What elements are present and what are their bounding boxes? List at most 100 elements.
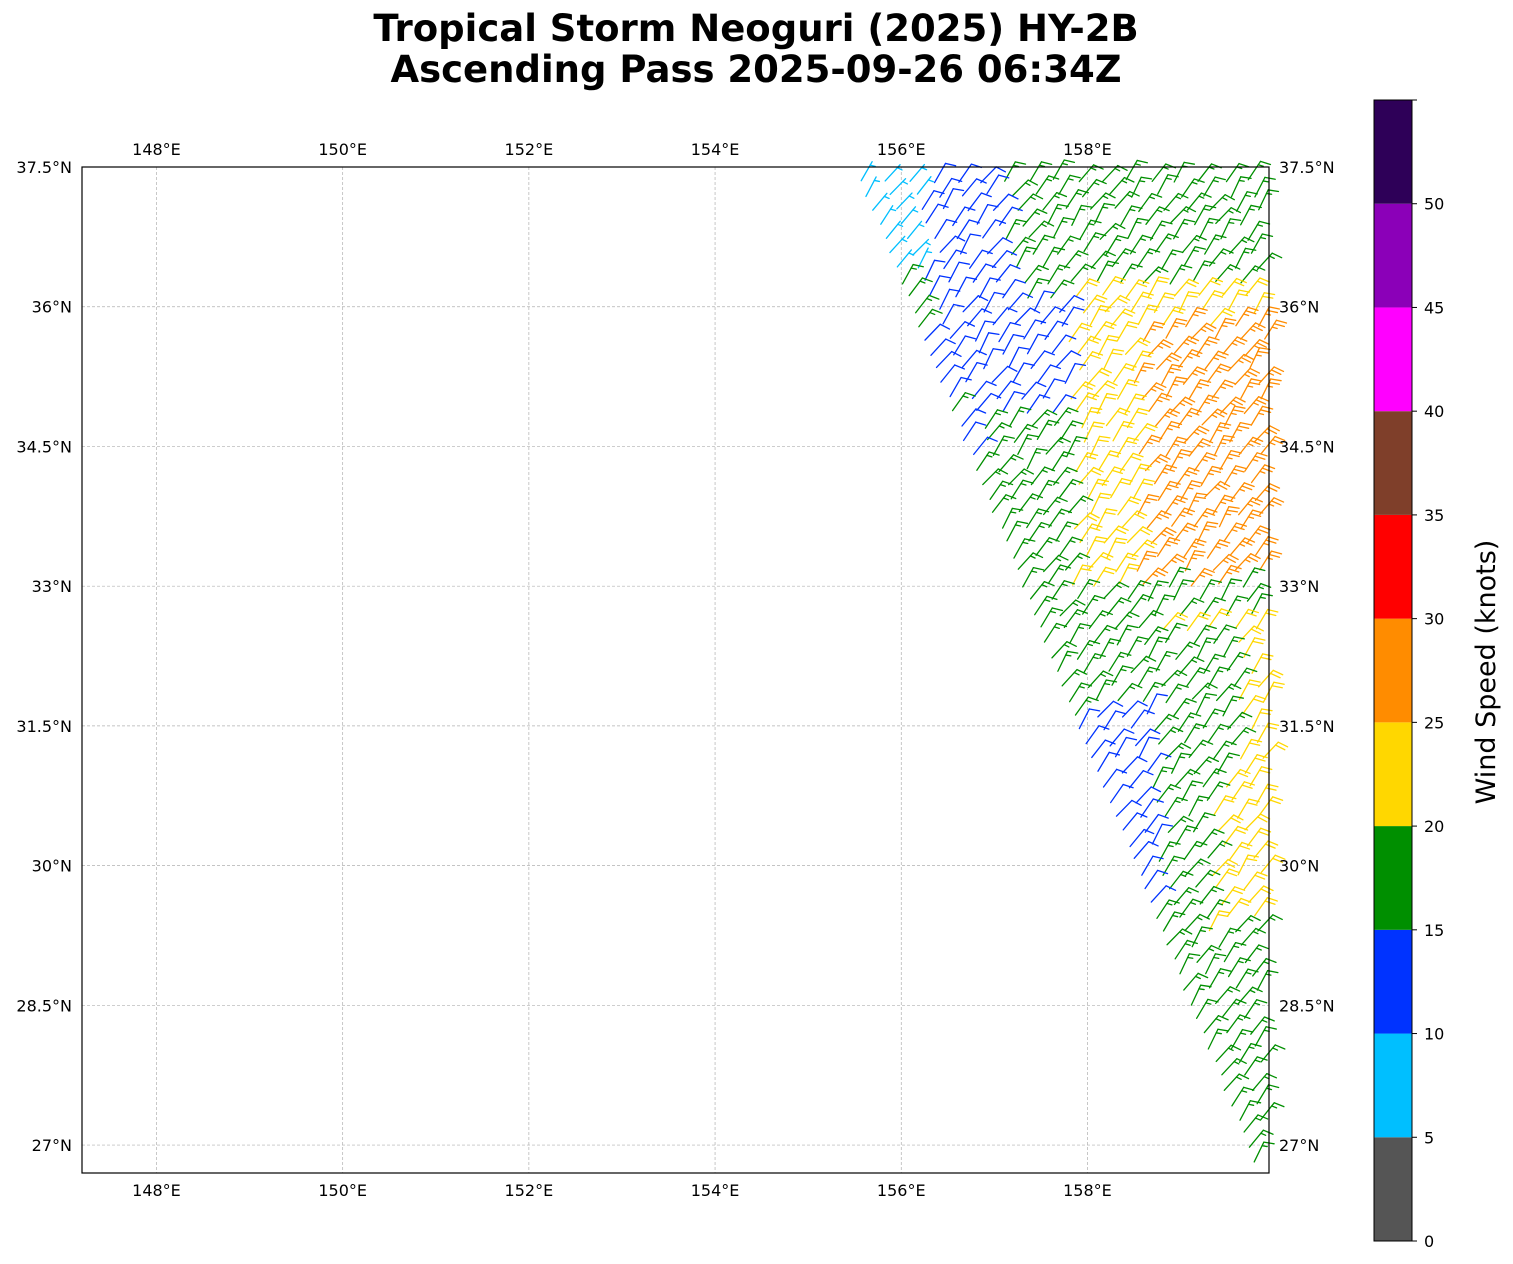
wind-barb-feather-half [1146, 251, 1154, 255]
wind-barb-feather [975, 421, 987, 426]
wind-barb [1178, 349, 1203, 369]
wind-barb [991, 365, 1018, 383]
wind-barb-feather [1027, 434, 1039, 438]
wind-barb-feather [1214, 411, 1225, 418]
wind-barb-feather [990, 392, 1002, 399]
wind-barb-feather-half [1152, 685, 1159, 688]
wind-barb-feather [1112, 279, 1124, 284]
wind-barb-feather [1215, 768, 1227, 774]
wind-barb-feather [931, 308, 943, 314]
wind-barb-feather [1249, 500, 1261, 506]
wind-barb [1151, 823, 1174, 845]
wind-barb [1118, 563, 1141, 585]
wind-barb [1154, 464, 1178, 485]
wind-barb [1215, 207, 1242, 225]
wind-barb-feather-half [1201, 458, 1208, 462]
wind-barb-feather [1254, 757, 1266, 762]
wind-barb-feather [1246, 801, 1258, 806]
wind-barb-feather-half [1138, 180, 1146, 183]
wind-barb [1222, 277, 1247, 297]
wind-barb-feather [1221, 310, 1233, 317]
wind-barb-feather [1071, 536, 1083, 542]
wind-barb [1223, 636, 1245, 657]
wind-barb-feather-half [1264, 313, 1272, 316]
wind-barb-feather [1189, 768, 1201, 775]
wind-barb [889, 178, 909, 196]
wind-barb [1161, 669, 1188, 687]
wind-barb-feather [1191, 480, 1203, 484]
wind-barb-feather [1167, 484, 1179, 489]
wind-barb [1055, 350, 1082, 368]
wind-barb [1002, 391, 1026, 412]
wind-barb-feather [1247, 682, 1259, 687]
wind-barb [949, 321, 976, 339]
wind-barb-feather [1005, 494, 1017, 500]
wind-barb [935, 350, 962, 369]
wind-barb-feather-half [1038, 525, 1045, 529]
wind-barb-feather-half [1159, 223, 1166, 227]
wind-barb-feather [1143, 542, 1155, 549]
wind-barb-feather-half [1175, 686, 1182, 690]
wind-barb-feather [1102, 552, 1114, 558]
wind-barb-feather-half [1271, 326, 1278, 330]
wind-barb-feather [1268, 381, 1281, 385]
wind-barb-feather [1230, 817, 1241, 824]
wind-barb-feather-half [1272, 1047, 1279, 1051]
wind-barb-feather [1115, 768, 1128, 774]
wind-barb-feather [1107, 260, 1120, 265]
wind-barb-feather-half [1172, 325, 1179, 328]
wind-barb-feather-half [1212, 657, 1219, 660]
wind-barb-feather [1108, 334, 1120, 339]
wind-barb-feather-half [1193, 238, 1200, 242]
wind-barb-feather-half [1219, 386, 1226, 390]
wind-barb [1138, 434, 1163, 455]
wind-barb [1040, 607, 1064, 628]
wind-barb-feather-half [1169, 729, 1176, 734]
wind-barb-feather-half [1024, 427, 1031, 431]
wind-barb-feather [1252, 640, 1264, 645]
wind-barb [1243, 396, 1269, 415]
wind-barb-feather [1088, 579, 1101, 584]
lat-tick-label-right: 33°N [1279, 577, 1319, 596]
wind-barb-feather-half [1222, 559, 1229, 564]
wind-barb [1209, 422, 1232, 443]
wind-barb-feather [1236, 1058, 1247, 1064]
wind-barb [1260, 435, 1286, 455]
wind-barb-feather-half [1086, 643, 1094, 647]
wind-barb [1198, 217, 1221, 239]
wind-barb [1173, 522, 1199, 542]
wind-barb [1165, 318, 1188, 339]
wind-barb [1228, 353, 1254, 372]
wind-barb-feather [1268, 553, 1281, 558]
wind-barb-feather [1118, 581, 1130, 588]
wind-barb-staff [967, 192, 983, 212]
wind-barb-feather [1256, 754, 1268, 759]
wind-barb-feather [1188, 887, 1199, 893]
wind-barb-feather-half [1171, 859, 1178, 862]
wind-barb-feather-half [1155, 516, 1162, 520]
wind-barb-feather [1262, 1129, 1274, 1135]
wind-barb-feather [1185, 697, 1197, 703]
wind-barb-feather-half [1099, 613, 1106, 617]
wind-barb-feather [1219, 781, 1231, 786]
wind-barb-feather [1209, 869, 1221, 876]
wind-barb [1090, 192, 1116, 210]
wind-barb-feather [1264, 843, 1276, 849]
wind-barb-feather [1271, 252, 1283, 259]
wind-barb-feather-half [1060, 282, 1068, 286]
wind-barb [1161, 553, 1188, 571]
wind-barb-feather-half [1194, 975, 1201, 980]
wind-barb-feather [1203, 260, 1216, 264]
wind-barb [1244, 754, 1268, 774]
wind-barb-feather [1136, 756, 1148, 763]
wind-barb-feather-half [1065, 654, 1072, 657]
wind-barb-feather [1129, 190, 1140, 197]
wind-barb-feather [1043, 581, 1055, 587]
wind-barb-feather-half [1195, 386, 1203, 389]
wind-barb-feather-half [1238, 488, 1246, 492]
wind-barb-feather [1184, 396, 1196, 403]
wind-barb-feather-half [1246, 503, 1254, 507]
wind-barb [1223, 941, 1247, 963]
wind-barb-feather [1088, 278, 1100, 284]
